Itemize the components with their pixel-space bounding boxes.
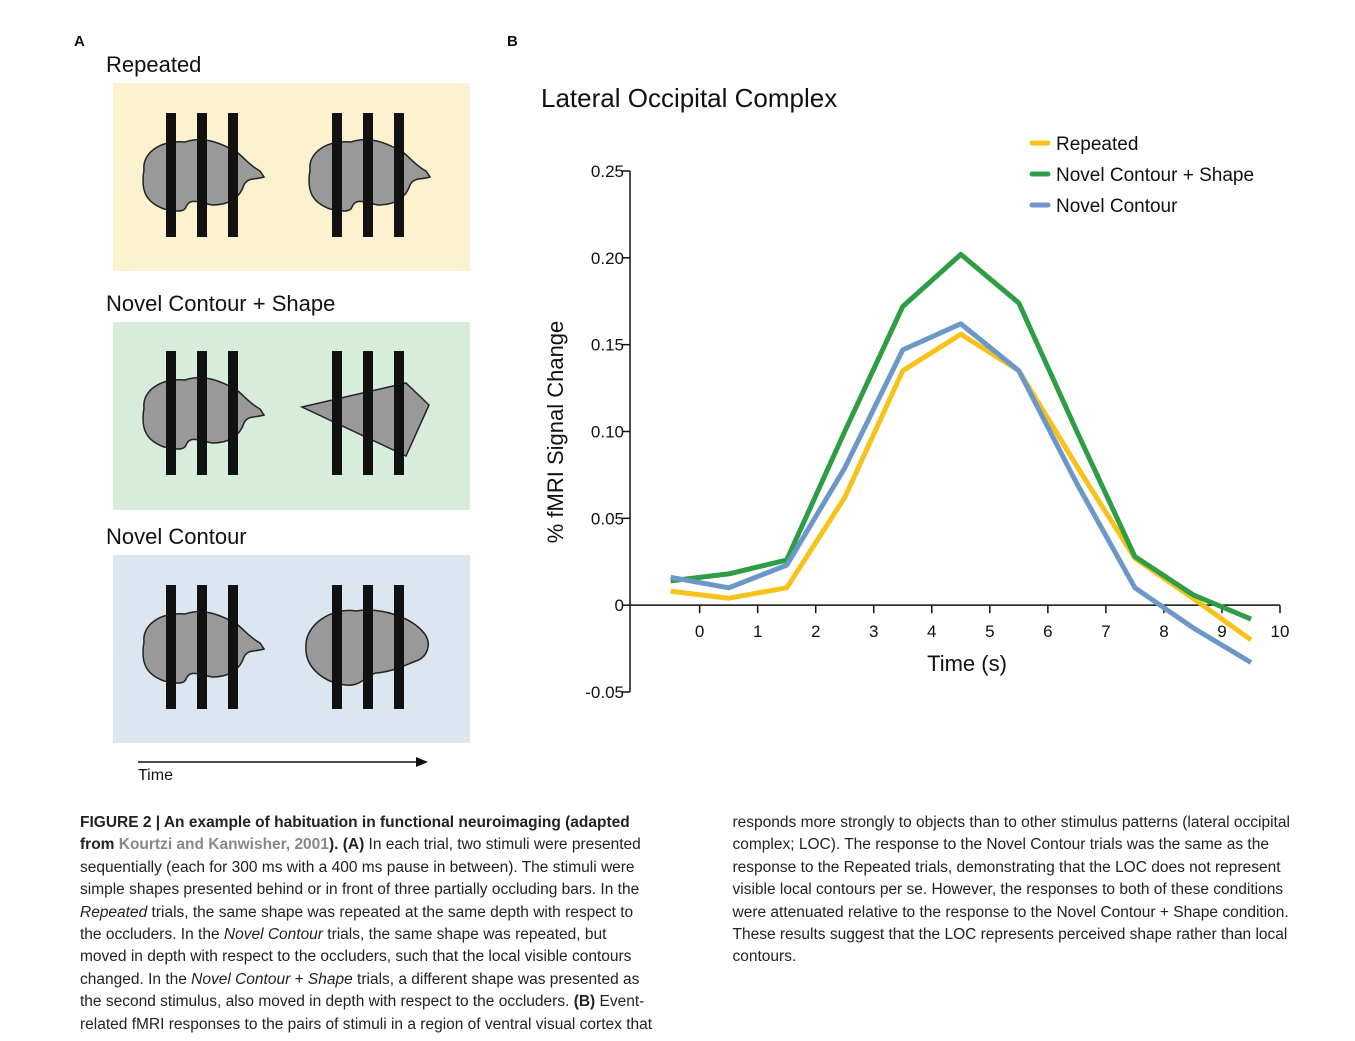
series-line <box>670 251 1252 622</box>
x-tick-label: 0 <box>695 622 704 641</box>
x-tick-label: 3 <box>869 622 878 641</box>
caption-text: ). (A) <box>328 836 365 854</box>
arrow-head <box>416 757 428 767</box>
x-tick-label: 6 <box>1043 622 1052 641</box>
x-tick-label: 9 <box>1217 622 1226 641</box>
caption-text: Novel Contour <box>223 926 323 944</box>
series-line <box>670 331 1253 642</box>
figure: A B Repeated Novel Contour + Shape Novel… <box>74 33 1290 784</box>
y-tick-label: 0.25 <box>591 162 624 181</box>
caption: FIGURE 2 | An example of habituation in … <box>80 812 1305 1037</box>
caption-text: Repeated <box>80 903 148 921</box>
y-tick-label: 0.05 <box>591 509 624 528</box>
condition-label: Novel Contour <box>106 524 247 549</box>
x-tick-label: 2 <box>811 622 820 641</box>
caption-text: trials, the same shape was repeated at t… <box>80 903 634 944</box>
x-tick-label: 7 <box>1101 622 1110 641</box>
panel-label: A <box>74 33 85 50</box>
y-tick-label: 0.20 <box>591 249 624 268</box>
caption-text: Event-related fMRI responses to the pair… <box>80 814 1290 1033</box>
y-tick-label: 0.15 <box>591 336 624 355</box>
legend-label: Novel Contour <box>1056 196 1178 217</box>
stimulus <box>299 351 430 475</box>
caption-text[interactable]: Kourtzi and Kanwisher, 2001 <box>118 836 329 854</box>
y-tick-label: -0.05 <box>585 683 624 702</box>
chart-title: Lateral Occipital Complex <box>541 83 837 113</box>
caption-text: (B) <box>573 993 596 1011</box>
time-label: Time <box>138 767 173 784</box>
caption-text: trials, a different shape was presented … <box>80 970 640 1011</box>
x-axis-title: Time (s) <box>927 651 1007 676</box>
x-tick-label: 4 <box>927 622 936 641</box>
caption-text: FIGURE 2 | An example of habituation in … <box>80 814 630 854</box>
condition-label: Novel Contour + Shape <box>106 291 335 316</box>
y-axis-title: % fMRI Signal Change <box>543 321 568 544</box>
panel-label: B <box>507 33 518 50</box>
caption-text: In each trial, two stimuli were presente… <box>80 836 641 899</box>
x-tick-label: 8 <box>1159 622 1168 641</box>
y-tick-label: 0.10 <box>591 423 624 442</box>
legend-label: Novel Contour + Shape <box>1056 165 1254 186</box>
series-line <box>670 321 1253 665</box>
x-tick-label: 5 <box>985 622 994 641</box>
x-tick-label: 10 <box>1271 622 1290 641</box>
x-tick-label: 1 <box>753 622 762 641</box>
y-tick-label: 0 <box>615 596 624 615</box>
caption-text: Novel Contour + Shape <box>191 970 353 988</box>
legend-label: Repeated <box>1056 134 1138 155</box>
condition-label: Repeated <box>106 52 201 77</box>
caption-text: trials, the same shape was repeated, but… <box>80 926 632 988</box>
